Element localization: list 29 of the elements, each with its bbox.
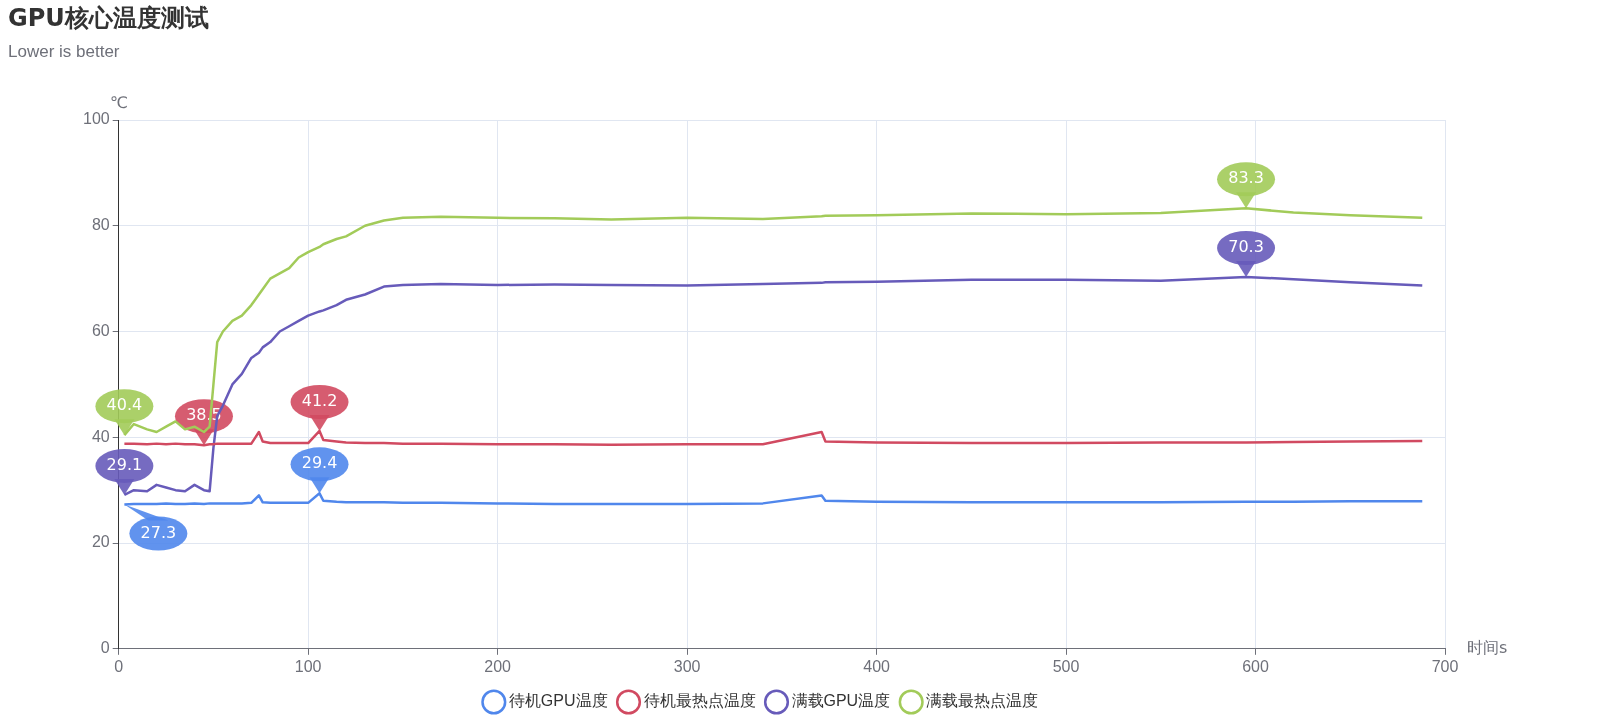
x-axis-title: 时间s (1467, 637, 1508, 657)
annotation: 41.2 (301, 391, 338, 411)
legend-label: 待机最热点温度 (643, 692, 756, 710)
x-tick-label: 0 (114, 657, 124, 675)
x-tick-label: 100 (294, 657, 322, 675)
x-tick-label: 300 (673, 657, 701, 675)
y-axis-title: ℃ (109, 93, 128, 113)
x-tick-label: 500 (1052, 657, 1080, 675)
annotation: 29.1 (106, 455, 143, 475)
legend-label: 满载最热点温度 (926, 692, 1039, 710)
annotation: 83.3 (1228, 168, 1264, 188)
x-tick-label: 600 (1242, 657, 1269, 675)
y-tick-label: 0 (100, 639, 110, 657)
annotation: 29.4 (301, 453, 338, 473)
chart-subtitle: Lower is better (8, 42, 120, 62)
x-tick-label: 400 (863, 657, 891, 675)
annotation: 27.3 (140, 522, 177, 542)
y-tick-label: 60 (91, 321, 110, 339)
y-tick-label: 40 (91, 427, 110, 445)
annotation: 70.3 (1228, 237, 1264, 257)
legend-label: 满载GPU温度 (791, 692, 891, 710)
y-tick-label: 100 (82, 110, 110, 128)
x-tick-label: 700 (1431, 657, 1459, 675)
x-tick-label: 200 (484, 657, 512, 675)
chart-title: GPU核心温度测试 (8, 3, 209, 34)
legend-label: 待机GPU温度 (508, 692, 608, 710)
annotation: 40.4 (106, 395, 143, 415)
y-tick-label: 80 (91, 216, 110, 234)
y-tick-label: 20 (91, 533, 110, 551)
